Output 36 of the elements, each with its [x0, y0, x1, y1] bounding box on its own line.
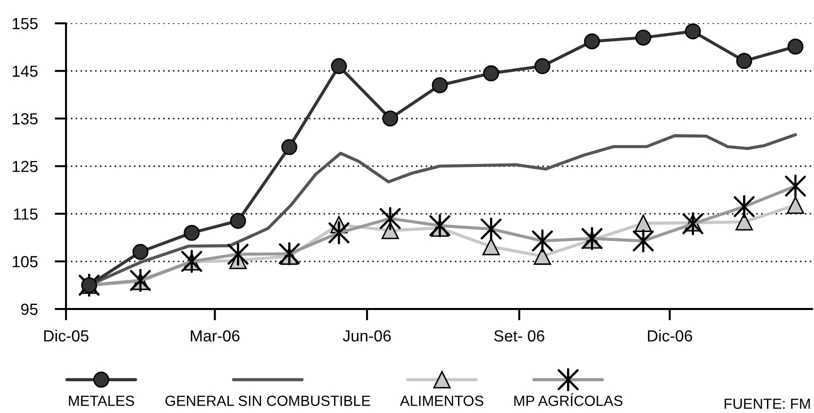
legend-label: MP AGRÍCOLAS: [514, 393, 622, 406]
point: [432, 77, 448, 94]
x-tick-label: Mar-06: [190, 330, 240, 342]
point: [584, 33, 600, 50]
point: [787, 38, 804, 55]
point: [634, 214, 652, 232]
point: [281, 139, 298, 156]
y-tick-label: 105: [12, 256, 38, 268]
point: [330, 58, 347, 74]
point: [483, 65, 500, 82]
point: [736, 52, 752, 69]
point: [230, 212, 246, 229]
x-tick-label: Dic-06: [648, 330, 692, 342]
point: [534, 58, 550, 74]
point: [786, 196, 804, 214]
point: [736, 213, 753, 231]
x-tick-label: Set- 06: [494, 330, 544, 342]
y-tick-label: 155: [12, 18, 38, 30]
legend-label: GENERAL SIN COMBUSTIBLE: [165, 396, 370, 406]
legend-label: METALES: [68, 396, 134, 406]
point: [534, 247, 552, 265]
source-note: FUENTE: FM: [724, 398, 810, 409]
point: [635, 30, 652, 46]
point: [382, 110, 398, 127]
point: [482, 238, 500, 256]
point: [184, 224, 200, 241]
y-tick-label: 95: [21, 304, 38, 315]
x-tick-label: Dic-05: [44, 330, 88, 342]
y-tick-label: 135: [12, 113, 38, 124]
point: [132, 244, 148, 260]
y-tick-label: 145: [12, 66, 38, 77]
legend-label: ALIMENTOS: [400, 396, 484, 406]
x-tick-label: Jun-06: [342, 330, 391, 342]
y-tick-label: 125: [12, 160, 38, 172]
point: [684, 23, 701, 40]
y-tick-label: 115: [14, 208, 38, 220]
